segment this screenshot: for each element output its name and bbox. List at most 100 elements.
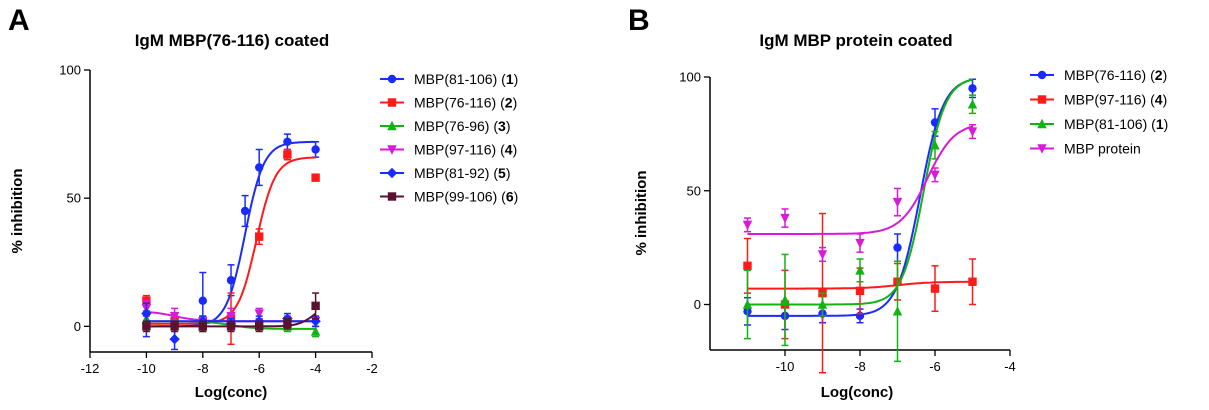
legend-label: MBP(81-92) (5) [414, 165, 511, 181]
x-tick-label: -2 [366, 361, 378, 376]
data-point [817, 250, 828, 260]
legend-paren: ) [513, 142, 518, 158]
data-point [169, 311, 180, 322]
legend-paren: ) [506, 118, 511, 134]
data-point [255, 232, 264, 241]
legend-series-id: 5 [498, 165, 506, 181]
data-point [967, 99, 978, 109]
data-point [743, 261, 752, 271]
fit-curve [747, 125, 973, 235]
legend-entry: MBP(76-116) (2) [380, 95, 517, 111]
x-tick-label: -8 [197, 361, 209, 376]
legend-paren: ) [514, 189, 519, 205]
x-tick-label: -8 [854, 359, 866, 374]
data-point [170, 322, 179, 331]
legend-series-id: 1 [506, 71, 514, 87]
legend-marker [387, 192, 397, 201]
legend-series-name: MBP protein [1064, 141, 1141, 157]
legend-label: MBP(76-116) (2) [414, 95, 517, 111]
data-point [254, 309, 264, 319]
legend-label: MBP(81-106) (1) [414, 71, 518, 87]
panel-letter: A [8, 4, 30, 37]
legend-marker [1037, 118, 1047, 129]
data-point [311, 301, 320, 311]
legend-marker [386, 167, 398, 179]
series-3 [742, 78, 978, 363]
data-point [930, 118, 940, 127]
data-point [930, 284, 940, 293]
x-tick-label: -10 [776, 359, 795, 374]
x-axis-label: Log(conc) [821, 384, 894, 401]
legend-label: MBP protein [1064, 141, 1141, 157]
legend-label: MBP(97-116) (4) [414, 142, 517, 158]
legend-series-id: 4 [1155, 92, 1163, 108]
x-tick-label: -12 [81, 361, 100, 376]
data-point [198, 322, 207, 331]
x-tick-label: -4 [310, 361, 322, 376]
data-point [283, 319, 292, 328]
data-point [742, 220, 753, 231]
data-point [930, 170, 940, 181]
legend-series-id: 4 [505, 142, 513, 158]
data-point [780, 213, 790, 224]
legend-marker [387, 120, 397, 131]
data-point [893, 243, 902, 252]
y-tick-label: 0 [694, 297, 701, 312]
data-point [226, 311, 236, 322]
legend-marker [387, 98, 397, 107]
data-point [968, 84, 977, 93]
legend-label: MBP(97-116) (4) [1064, 92, 1167, 108]
x-tick-label: -6 [253, 361, 265, 376]
legend-entry: MBP(81-106) (1) [380, 71, 518, 87]
legend-paren: ) [513, 95, 518, 111]
legend-entry: MBP(81-106) (1) [1030, 116, 1168, 132]
data-point [967, 127, 978, 137]
data-point [968, 277, 977, 286]
panel-b: B IgM MBP protein coated 0 50 100 -10 -8 -6 -4 Lo… [628, 4, 1168, 401]
x-tick-label: -6 [929, 359, 941, 374]
legend-marker [1037, 70, 1047, 80]
legend-entry: MBP(81-92) (5) [380, 165, 511, 181]
panel-letter: B [628, 4, 650, 37]
data-point [310, 326, 321, 336]
legend-marker [1037, 95, 1047, 104]
legend-entry: MBP(97-116) (4) [1030, 92, 1167, 108]
data-point [141, 308, 152, 319]
legend-marker [1037, 144, 1047, 154]
legend-paren: ) [514, 71, 519, 87]
legend-series-id: 6 [506, 189, 514, 205]
y-tick-label: 50 [67, 191, 81, 206]
data-point [855, 265, 865, 275]
data-point [855, 286, 865, 296]
legend-label: MBP(99-106) (6) [414, 189, 518, 205]
legend-series-name: MBP(76-116) ( [414, 95, 505, 111]
data-point [817, 299, 828, 309]
data-point [311, 145, 320, 154]
data-point [311, 173, 320, 182]
data-point [892, 197, 903, 208]
legend-paren: ) [506, 165, 511, 181]
panel-a: A IgM MBP(76-116) coated 0 50 100 -12 -10 -8 -6 -… [8, 4, 518, 401]
x-tick-label: -4 [1004, 359, 1016, 374]
x-tick-label: -10 [137, 361, 156, 376]
legend-marker [387, 74, 397, 84]
data-point [780, 294, 790, 305]
legend-series-name: MBP(97-116) ( [414, 142, 505, 158]
legend-entry: MBP(97-116) (4) [380, 142, 517, 158]
series-6 [142, 292, 320, 333]
x-axis-label: Log(conc) [195, 384, 268, 401]
data-point [283, 137, 292, 146]
series-4 [742, 124, 978, 263]
legend-entry: MBP(76-96) (3) [380, 118, 511, 134]
legend-series-id: 2 [505, 95, 513, 111]
legend-marker [387, 145, 397, 155]
y-tick-label: 0 [74, 319, 81, 334]
y-tick-label: 100 [679, 70, 701, 85]
data-point [930, 140, 940, 150]
legend-label: MBP(81-106) (1) [1064, 116, 1168, 132]
legend-series-name: MBP(76-116) ( [1064, 67, 1155, 83]
legend-paren: ) [1163, 67, 1168, 83]
data-point [255, 322, 264, 331]
data-point [283, 150, 292, 159]
